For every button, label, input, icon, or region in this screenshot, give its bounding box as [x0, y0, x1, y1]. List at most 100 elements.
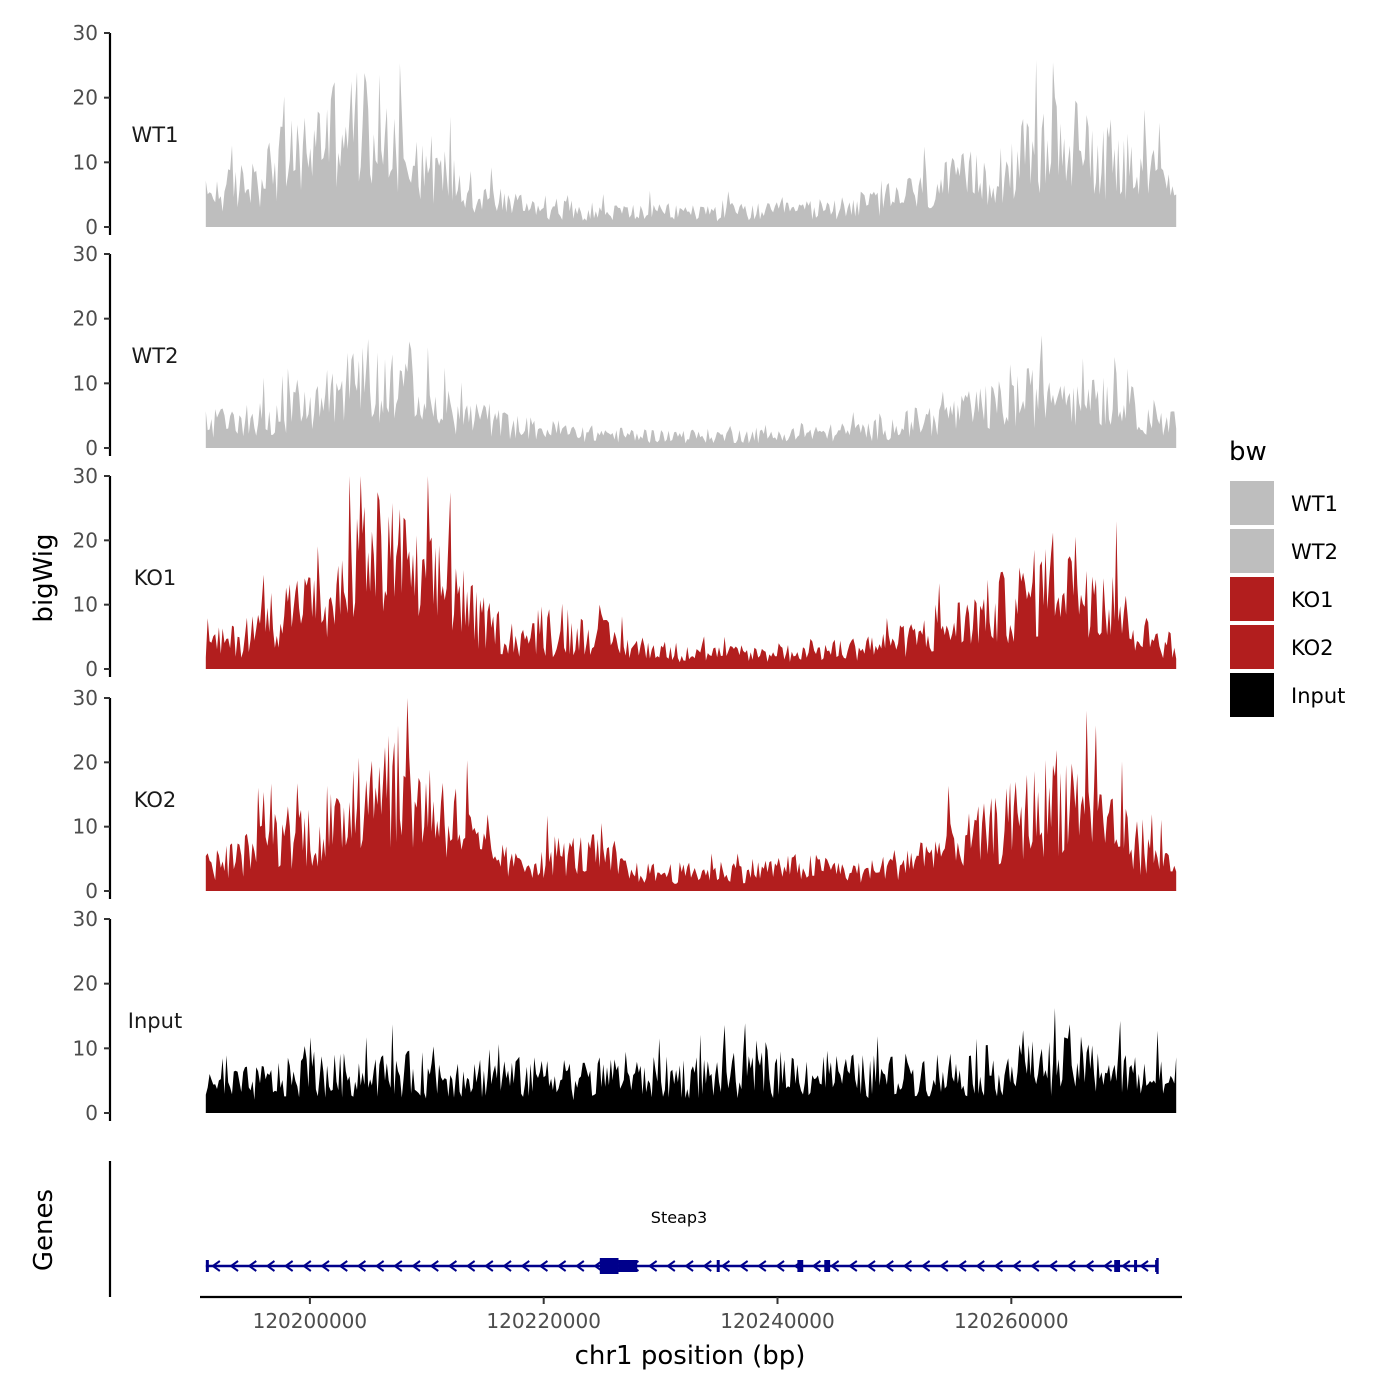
legend-key-input — [1228, 671, 1276, 719]
strand-arrow — [1102, 1260, 1113, 1272]
x-tick-label: 120200000 — [253, 1309, 368, 1333]
strand-arrow — [502, 1260, 512, 1272]
strand-arrow — [884, 1260, 894, 1272]
legend-label-ko2: KO2 — [1291, 636, 1334, 660]
strand-arrow — [484, 1260, 494, 1272]
gene-exon — [205, 1260, 209, 1272]
y-tick-label: 0 — [85, 879, 98, 903]
x-tick-label: 120260000 — [954, 1309, 1069, 1333]
legend-title: bw — [1229, 437, 1267, 467]
x-axis: 120200000 120220000 120240000 120260000 — [200, 1295, 1182, 1333]
gene-exon — [716, 1260, 720, 1272]
y-tick-label: 30 — [73, 686, 98, 710]
strand-arrow — [393, 1260, 403, 1272]
strand-arrow — [247, 1260, 257, 1272]
strand-arrow — [1030, 1260, 1040, 1272]
strand-arrow — [465, 1260, 476, 1272]
legend-key-wt2 — [1228, 527, 1276, 575]
strand-arrow — [939, 1260, 949, 1272]
legend-label-input: Input — [1291, 684, 1345, 708]
strand-arrow — [229, 1260, 239, 1272]
x-axis-title: chr1 position (bp) — [575, 1341, 806, 1371]
strand-arrow — [538, 1260, 549, 1272]
strand-arrow — [1048, 1260, 1058, 1272]
y-tick-label: 30 — [73, 242, 98, 266]
y-tick-label: 0 — [85, 657, 98, 681]
strand-arrow — [975, 1260, 985, 1272]
strand-arrow — [302, 1260, 312, 1272]
strand-arrow — [338, 1260, 348, 1272]
track-label: KO2 — [134, 788, 177, 812]
x-tick-label: 120240000 — [720, 1309, 835, 1333]
strand-arrow — [1084, 1260, 1095, 1272]
y-tick-label: 0 — [85, 215, 98, 239]
strand-arrow — [993, 1260, 1004, 1272]
gene-exon — [797, 1260, 804, 1272]
legend-key-ko2 — [1228, 623, 1276, 671]
strand-arrow — [738, 1260, 749, 1272]
genes-track-label: Genes — [29, 1189, 59, 1271]
strand-arrow — [647, 1260, 658, 1272]
y-tick-label: 30 — [73, 464, 98, 488]
strand-arrow — [775, 1260, 785, 1272]
track-label: WT2 — [132, 344, 179, 368]
strand-arrow — [374, 1260, 385, 1272]
legend-key-ko1 — [1228, 575, 1276, 623]
strand-arrow — [720, 1260, 731, 1272]
genes-track: Steap3 — [108, 1161, 1159, 1297]
strand-arrow — [447, 1260, 458, 1272]
strand-arrow — [265, 1260, 276, 1272]
y-tick-label: 10 — [73, 371, 98, 395]
y-tick-label: 20 — [73, 528, 98, 552]
y-tick-label: 20 — [73, 972, 98, 996]
gene-exon — [1114, 1260, 1121, 1272]
gene-exon — [824, 1260, 831, 1272]
gene-exon — [1134, 1260, 1138, 1272]
y-tick-label: 20 — [73, 750, 98, 774]
signal-area-input — [205, 1008, 1177, 1113]
signal-area-wt2 — [205, 335, 1177, 448]
track-ko2: 0 10 20 30 KO2 — [73, 686, 1177, 903]
strand-arrow — [283, 1260, 294, 1272]
strand-arrow — [1066, 1260, 1076, 1272]
strand-arrow — [556, 1260, 567, 1272]
y-axis-title: bigWig — [29, 533, 59, 622]
y-tick-label: 10 — [73, 150, 98, 174]
strand-arrow — [1011, 1260, 1022, 1272]
strand-arrow — [757, 1260, 767, 1272]
strand-arrow — [429, 1260, 439, 1272]
bigwig-tracks: 0 10 20 30 WT1 0 10 20 30 WT2 0 10 20 30 KO1 0 10 20 30 KO2… — [73, 21, 1177, 1125]
y-tick-label: 0 — [85, 436, 98, 460]
y-tick-label: 30 — [73, 21, 98, 45]
gene-exon — [599, 1258, 619, 1274]
strand-arrow — [1139, 1260, 1149, 1272]
strand-arrow — [356, 1260, 367, 1272]
strand-arrow — [520, 1260, 530, 1272]
gene-exon — [618, 1260, 638, 1272]
track-wt1: 0 10 20 30 WT1 — [73, 21, 1177, 239]
legend-key-wt1 — [1228, 479, 1276, 527]
track-wt2: 0 10 20 30 WT2 — [73, 242, 1177, 460]
signal-area-ko1 — [205, 476, 1177, 669]
legend-label-ko1: KO1 — [1291, 588, 1334, 612]
strand-arrow — [866, 1260, 876, 1272]
signal-area-wt1 — [205, 60, 1177, 228]
gene-name-label: Steap3 — [651, 1208, 707, 1227]
strand-arrow — [684, 1260, 694, 1272]
strand-arrow — [593, 1260, 603, 1272]
y-tick-label: 20 — [73, 307, 98, 331]
y-tick-label: 20 — [73, 86, 98, 110]
strand-arrow — [811, 1260, 822, 1272]
strand-arrow — [920, 1260, 931, 1272]
track-input: 0 10 20 30 Input — [73, 907, 1177, 1125]
signal-area-ko2 — [205, 698, 1177, 891]
strand-arrow — [848, 1260, 858, 1272]
legend-label-wt1: WT1 — [1291, 492, 1338, 516]
track-label: WT1 — [132, 123, 179, 147]
y-tick-label: 10 — [73, 593, 98, 617]
strand-arrow — [902, 1260, 913, 1272]
strand-arrow — [211, 1260, 221, 1272]
strand-arrow — [666, 1260, 676, 1272]
strand-arrow — [702, 1260, 712, 1272]
